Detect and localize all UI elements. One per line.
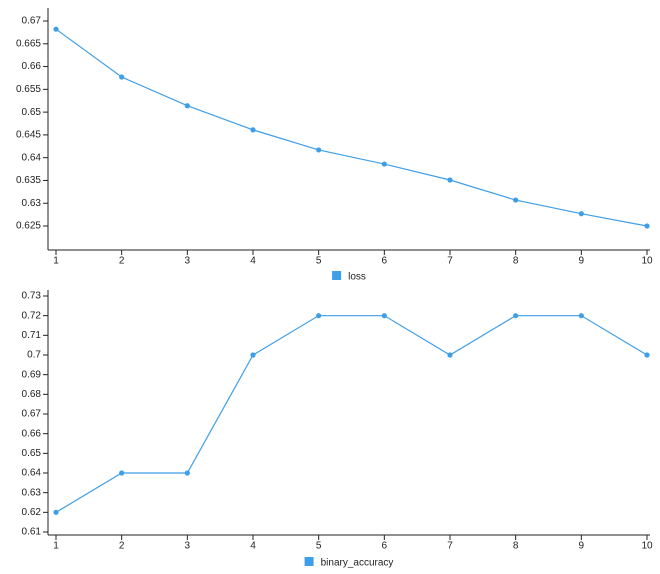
data-point bbox=[578, 211, 584, 217]
x-tick-label: 10 bbox=[641, 541, 653, 552]
y-tick-label: 0.7 bbox=[27, 350, 41, 361]
x-tick-label: 10 bbox=[641, 256, 653, 267]
x-tick-label: 1 bbox=[53, 541, 59, 552]
y-tick-label: 0.635 bbox=[16, 175, 41, 186]
x-tick-label: 7 bbox=[447, 541, 453, 552]
y-tick-label: 0.665 bbox=[16, 38, 41, 49]
y-tick-label: 0.71 bbox=[22, 330, 42, 341]
y-tick-label: 0.62 bbox=[22, 507, 42, 518]
y-tick-label: 0.64 bbox=[22, 152, 42, 163]
data-point bbox=[316, 313, 322, 319]
y-tick-label: 0.63 bbox=[22, 487, 42, 498]
x-tick-label: 3 bbox=[185, 541, 191, 552]
y-tick-label: 0.67 bbox=[22, 409, 42, 420]
data-point bbox=[250, 352, 256, 358]
x-tick-label: 5 bbox=[316, 256, 322, 267]
data-point bbox=[381, 161, 387, 167]
data-point bbox=[513, 197, 519, 203]
x-tick-label: 7 bbox=[447, 256, 453, 267]
series-line bbox=[55, 315, 648, 513]
y-tick-label: 0.64 bbox=[22, 468, 42, 479]
y-tick-label: 0.72 bbox=[22, 310, 42, 321]
y-tick-label: 0.61 bbox=[22, 527, 42, 538]
data-point bbox=[250, 127, 256, 133]
data-point bbox=[578, 313, 584, 319]
legend-label: binary_accuracy bbox=[321, 558, 394, 569]
y-tick-label: 0.65 bbox=[22, 448, 42, 459]
y-tick-label: 0.73 bbox=[22, 291, 42, 302]
y-tick-label: 0.66 bbox=[22, 428, 42, 439]
x-tick-label: 6 bbox=[382, 541, 388, 552]
x-tick-label: 5 bbox=[316, 541, 322, 552]
legend-swatch bbox=[332, 271, 342, 280]
y-tick-label: 0.66 bbox=[22, 61, 42, 72]
data-point bbox=[53, 26, 59, 32]
x-tick-label: 1 bbox=[53, 256, 59, 267]
y-tick-label: 0.63 bbox=[22, 198, 42, 209]
y-tick-label: 0.625 bbox=[16, 221, 41, 232]
y-tick-label: 0.68 bbox=[22, 389, 42, 400]
x-tick-label: 9 bbox=[579, 541, 585, 552]
data-point bbox=[53, 509, 59, 515]
data-point bbox=[316, 147, 322, 153]
legend-label: loss bbox=[348, 272, 366, 283]
x-tick-label: 4 bbox=[250, 256, 256, 267]
data-point bbox=[184, 470, 190, 476]
data-point bbox=[381, 313, 387, 319]
x-tick-label: 4 bbox=[250, 541, 256, 552]
data-point bbox=[447, 352, 453, 358]
x-tick-label: 2 bbox=[119, 541, 125, 552]
x-tick-label: 8 bbox=[513, 541, 519, 552]
y-tick-label: 0.655 bbox=[16, 84, 41, 95]
x-tick-label: 6 bbox=[382, 256, 388, 267]
y-tick-label: 0.69 bbox=[22, 369, 42, 380]
y-tick-label: 0.645 bbox=[16, 130, 41, 141]
data-point bbox=[119, 74, 125, 80]
y-tick-label: 0.67 bbox=[22, 16, 42, 27]
x-tick-label: 3 bbox=[185, 256, 191, 267]
data-point bbox=[513, 313, 519, 319]
data-point bbox=[119, 470, 125, 476]
x-tick-label: 8 bbox=[513, 256, 519, 267]
x-tick-label: 2 bbox=[119, 256, 125, 267]
data-point bbox=[447, 177, 453, 183]
series-line bbox=[55, 28, 648, 227]
data-point bbox=[644, 223, 650, 229]
x-tick-label: 9 bbox=[579, 256, 585, 267]
legend-swatch bbox=[304, 557, 314, 566]
data-point bbox=[644, 352, 650, 358]
data-point bbox=[184, 103, 190, 109]
y-tick-label: 0.65 bbox=[22, 107, 42, 118]
